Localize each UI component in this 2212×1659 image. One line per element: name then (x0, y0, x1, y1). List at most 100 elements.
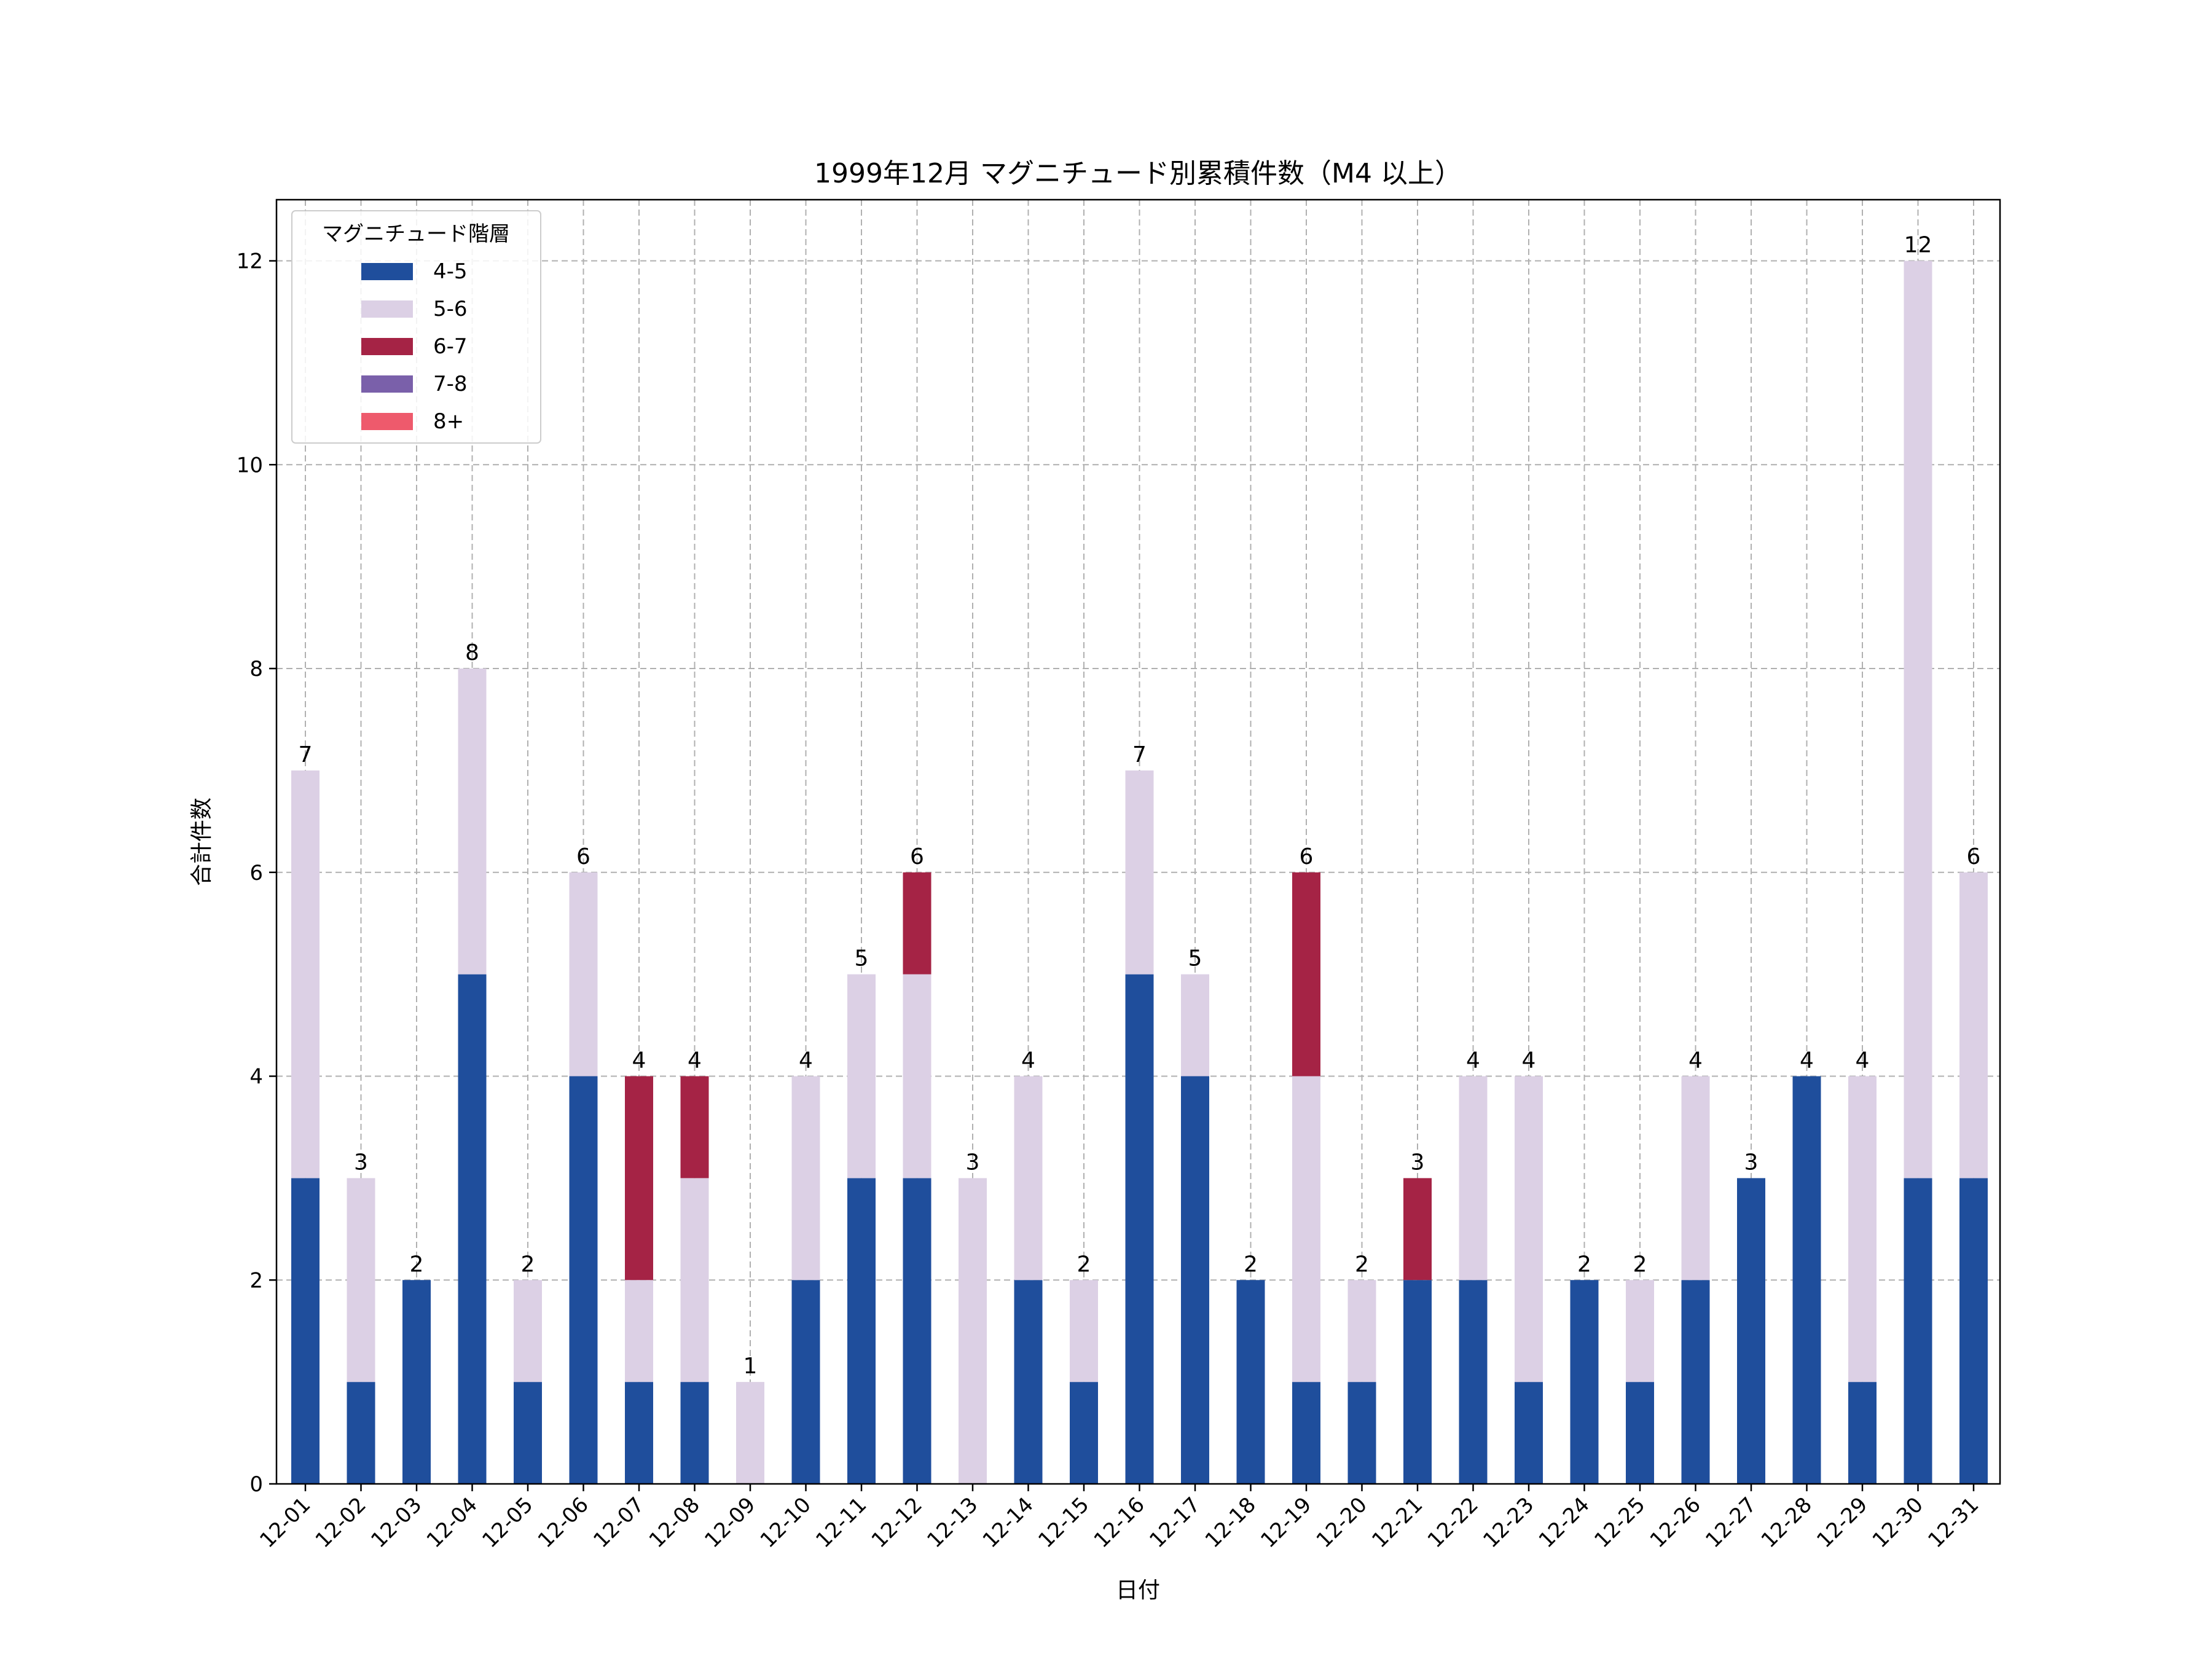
y-tick-label: 10 (237, 453, 263, 477)
x-tick-label-12-01: 12-01 (255, 1492, 315, 1553)
y-axis: 0 2 4 6 8 10 12 (237, 249, 276, 1497)
legend-label-5-6: 5-6 (433, 297, 468, 321)
x-tick-label-12-21: 12-21 (1367, 1492, 1427, 1553)
bar-segment-12-31-5-6 (1959, 872, 1988, 1179)
x-tick-label-12-19: 12-19 (1256, 1492, 1316, 1553)
total-label-12-18: 2 (1244, 1252, 1258, 1277)
total-labels: 7 3 2 8 2 6 4 4 1 4 5 6 3 4 2 7 5 2 6 2 3 4 4 2 2 4 3 4 4 12 6 (299, 233, 1981, 1379)
x-tick-label-12-28: 12-28 (1757, 1492, 1817, 1553)
x-tick-label-12-04: 12-04 (422, 1492, 482, 1553)
x-tick-label-12-31: 12-31 (1923, 1492, 1983, 1553)
total-label-12-02: 3 (354, 1150, 368, 1175)
total-label-12-21: 3 (1411, 1150, 1425, 1175)
total-label-12-31: 6 (1967, 844, 1981, 869)
bar-segment-12-11-5-6 (847, 974, 876, 1179)
total-label-12-16: 7 (1132, 742, 1147, 767)
bar-segment-12-22-5-6 (1459, 1076, 1488, 1281)
bar-segment-12-07-5-6 (625, 1280, 653, 1382)
bar-segment-12-05-5-6 (514, 1280, 542, 1382)
x-tick-label-12-13: 12-13 (922, 1492, 982, 1553)
bar-segment-12-21-4-5 (1403, 1280, 1432, 1484)
bar-segment-12-24-4-5 (1570, 1280, 1599, 1484)
y-tick-label: 2 (249, 1268, 263, 1293)
x-tick-label-12-02: 12-02 (311, 1492, 371, 1553)
total-label-12-20: 2 (1355, 1252, 1369, 1277)
x-tick-label-12-03: 12-03 (366, 1492, 426, 1553)
bar-segment-12-10-5-6 (791, 1076, 820, 1281)
total-label-12-30: 12 (1904, 233, 1932, 258)
legend-box (291, 210, 541, 444)
total-label-12-19: 6 (1300, 844, 1314, 869)
legend-swatch-7-8 (361, 375, 413, 393)
bar-segment-12-21-6-7 (1403, 1178, 1432, 1281)
legend-label-8+: 8+ (433, 409, 464, 434)
bar-segment-12-08-6-7 (680, 1076, 709, 1179)
bar-segment-12-19-6-7 (1292, 872, 1320, 1077)
bar-segment-12-18-4-5 (1236, 1280, 1265, 1484)
total-label-12-11: 5 (855, 946, 869, 971)
legend-label-7-8: 7-8 (433, 372, 468, 396)
bar-segment-12-17-4-5 (1181, 1076, 1209, 1484)
total-label-12-09: 1 (743, 1354, 758, 1379)
bar-segment-12-07-6-7 (625, 1076, 653, 1281)
total-label-12-01: 7 (299, 742, 313, 767)
legend-title: マグニチュード階層 (322, 222, 510, 246)
x-tick-label-12-20: 12-20 (1312, 1492, 1372, 1553)
bar-segment-12-09-5-6 (736, 1382, 764, 1484)
bars (291, 261, 1988, 1484)
bar-segment-12-10-4-5 (791, 1280, 820, 1484)
y-axis-label: 合計件数 (189, 798, 214, 886)
bar-segment-12-17-5-6 (1181, 974, 1209, 1077)
total-label-12-22: 4 (1466, 1048, 1480, 1073)
legend-items: 4-5 5-6 6-7 7-8 8+ (361, 259, 468, 434)
legend-swatch-4-5 (361, 263, 413, 280)
total-label-12-28: 4 (1800, 1048, 1814, 1073)
total-label-12-08: 4 (688, 1048, 702, 1073)
bar-segment-12-12-4-5 (903, 1178, 931, 1484)
bar-segment-12-08-4-5 (680, 1382, 709, 1484)
x-tick-label-12-26: 12-26 (1645, 1492, 1706, 1553)
total-label-12-12: 6 (910, 844, 924, 869)
bar-segment-12-26-4-5 (1681, 1280, 1710, 1484)
x-tick-label-12-05: 12-05 (477, 1492, 538, 1553)
bar-segment-12-06-4-5 (569, 1076, 598, 1484)
x-tick-label-12-14: 12-14 (978, 1492, 1038, 1553)
bar-segment-12-28-4-5 (1792, 1076, 1821, 1484)
total-label-12-15: 2 (1077, 1252, 1091, 1277)
total-label-12-10: 4 (799, 1048, 813, 1073)
y-tick-label: 12 (237, 249, 263, 274)
x-tick-label-12-10: 12-10 (756, 1492, 816, 1553)
bar-segment-12-14-4-5 (1014, 1280, 1043, 1484)
bar-segment-12-13-5-6 (959, 1178, 987, 1484)
bar-segment-12-25-4-5 (1626, 1382, 1654, 1484)
total-label-12-26: 4 (1688, 1048, 1703, 1073)
bar-segment-12-03-4-5 (402, 1280, 431, 1484)
bar-segment-12-22-4-5 (1459, 1280, 1488, 1484)
x-axis: 12-0112-0212-0312-0412-0512-0612-0712-08… (255, 1484, 1983, 1553)
bar-segment-12-02-4-5 (347, 1382, 375, 1484)
total-label-12-25: 2 (1633, 1252, 1647, 1277)
legend-label-4-5: 4-5 (433, 259, 468, 284)
bar-segment-12-30-4-5 (1904, 1178, 1932, 1484)
x-tick-label-12-16: 12-16 (1089, 1492, 1150, 1553)
legend-swatch-6-7 (361, 338, 413, 355)
x-tick-label-12-25: 12-25 (1590, 1492, 1650, 1553)
x-tick-label-12-06: 12-06 (533, 1492, 594, 1553)
legend-swatch-8+ (361, 413, 413, 430)
x-tick-label-12-30: 12-30 (1868, 1492, 1928, 1553)
x-tick-label-12-18: 12-18 (1201, 1492, 1261, 1553)
bar-segment-12-16-5-6 (1125, 770, 1154, 975)
x-tick-label-12-22: 12-22 (1423, 1492, 1483, 1553)
bar-segment-12-16-4-5 (1125, 974, 1154, 1484)
bar-segment-12-26-5-6 (1681, 1076, 1710, 1281)
legend: マグニチュード階層 4-5 5-6 6-7 7-8 8+ (291, 210, 541, 444)
chart-title: 1999年12月 マグニチュード別累積件数（M4 以上） (814, 158, 1462, 189)
x-tick-label-12-07: 12-07 (589, 1492, 649, 1553)
bar-segment-12-11-4-5 (847, 1178, 876, 1484)
bar-segment-12-19-5-6 (1292, 1076, 1320, 1382)
bar-segment-12-29-5-6 (1848, 1076, 1877, 1382)
x-tick-label-12-12: 12-12 (867, 1492, 927, 1553)
x-tick-label-12-08: 12-08 (645, 1492, 705, 1553)
bar-segment-12-23-5-6 (1515, 1076, 1543, 1382)
bar-segment-12-20-4-5 (1347, 1382, 1376, 1484)
